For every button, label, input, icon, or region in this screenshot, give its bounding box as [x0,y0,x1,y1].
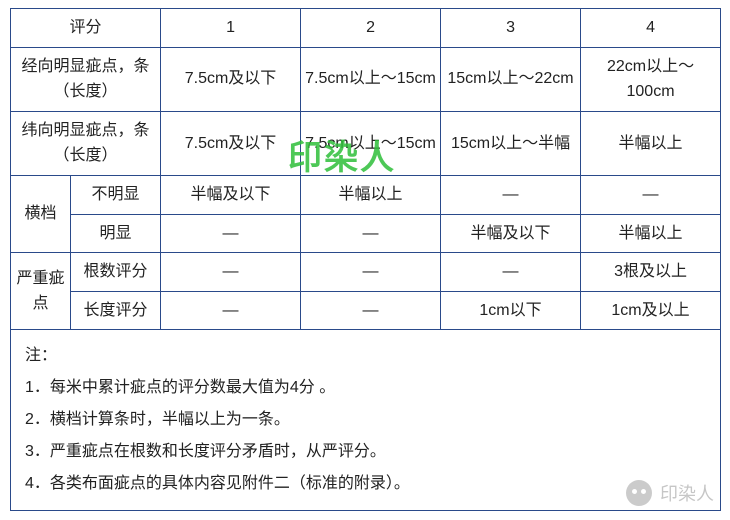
cell: 半幅以上 [301,175,441,214]
group-head: 横档 [11,175,71,252]
table-row: 横档 不明显 半幅及以下 半幅以上 — — [11,175,721,214]
subrow-label: 明显 [71,214,161,253]
table-row: 纬向明显疵点，条（长度） 7.5cm及以下 7.5cm以上～15cm 15cm以… [11,111,721,175]
table-row: 明显 — — 半幅及以下 半幅以上 [11,214,721,253]
notes-row: 注： 1．每米中累计疵点的评分数最大值为4分 。 2．横档计算条时，半幅以上为一… [11,330,721,511]
group-head: 严重疵点 [11,253,71,330]
cell: 7.5cm以上～15cm [301,111,441,175]
notes-cell: 注： 1．每米中累计疵点的评分数最大值为4分 。 2．横档计算条时，半幅以上为一… [11,330,721,511]
cell: 1cm以下 [441,291,581,330]
note-item: 2．横档计算条时，半幅以上为一条。 [25,404,706,436]
table-container: 评分 1 2 3 4 经向明显疵点，条（长度） 7.5cm及以下 7.5cm以上… [0,0,730,519]
cell: 半幅以上 [581,111,721,175]
note-item: 1．每米中累计疵点的评分数最大值为4分 。 [25,372,706,404]
cell: — [441,253,581,292]
header-col-1: 1 [161,9,301,48]
table-row: 严重疵点 根数评分 — — — 3根及以上 [11,253,721,292]
table-header-row: 评分 1 2 3 4 [11,9,721,48]
cell: — [441,175,581,214]
cell: — [301,253,441,292]
subrow-label: 不明显 [71,175,161,214]
cell: 1cm及以上 [581,291,721,330]
cell: 15cm以上～22cm [441,47,581,111]
cell: 半幅及以下 [441,214,581,253]
note-item: 4．各类布面疵点的具体内容见附件二（标准的附录）。 [25,468,706,500]
cell: — [581,175,721,214]
cell: — [301,291,441,330]
cell: 半幅以上 [581,214,721,253]
subrow-label: 根数评分 [71,253,161,292]
row-label: 经向明显疵点，条（长度） [11,47,161,111]
cell: 22cm以上～100cm [581,47,721,111]
cell: 7.5cm及以下 [161,111,301,175]
rating-table: 评分 1 2 3 4 经向明显疵点，条（长度） 7.5cm及以下 7.5cm以上… [10,8,721,511]
notes-title: 注： [25,340,706,372]
header-col-2: 2 [301,9,441,48]
cell: — [301,214,441,253]
row-label: 纬向明显疵点，条（长度） [11,111,161,175]
header-col-3: 3 [441,9,581,48]
cell: 半幅及以下 [161,175,301,214]
table-row: 长度评分 — — 1cm以下 1cm及以上 [11,291,721,330]
note-item: 3．严重疵点在根数和长度评分矛盾时，从严评分。 [25,436,706,468]
table-row: 经向明显疵点，条（长度） 7.5cm及以下 7.5cm以上～15cm 15cm以… [11,47,721,111]
cell: — [161,291,301,330]
cell: 7.5cm以上～15cm [301,47,441,111]
cell: 3根及以上 [581,253,721,292]
header-col-4: 4 [581,9,721,48]
cell: 15cm以上～半幅 [441,111,581,175]
cell: 7.5cm及以下 [161,47,301,111]
header-label: 评分 [11,9,161,48]
cell: — [161,214,301,253]
subrow-label: 长度评分 [71,291,161,330]
cell: — [161,253,301,292]
